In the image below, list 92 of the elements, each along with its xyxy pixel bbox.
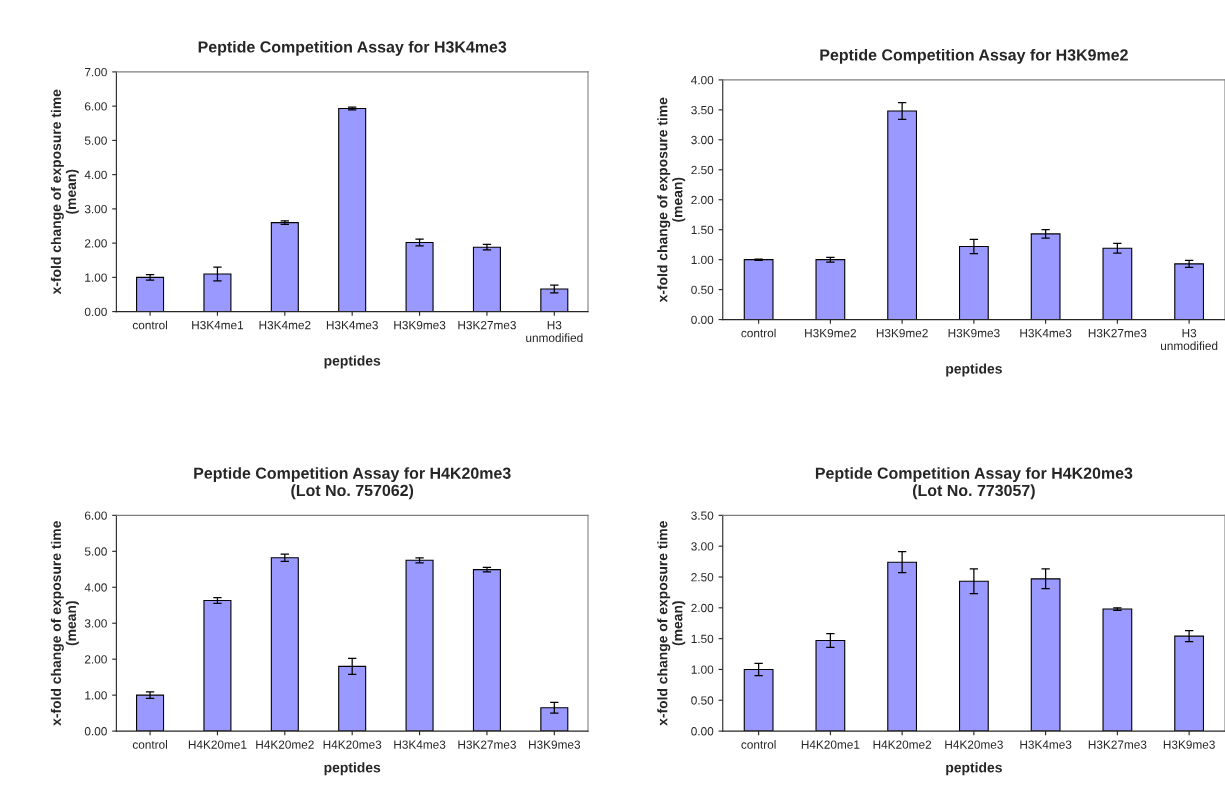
bar (405, 241, 434, 312)
x-tick-label: H4K20me2 (256, 740, 314, 749)
y-tick-label: 1.50 (691, 634, 714, 644)
y-tick-label: 2.50 (691, 573, 714, 582)
y-tick-label: 7.00 (84, 67, 107, 77)
bar (338, 107, 367, 312)
y-tick-label: 0.00 (691, 727, 714, 736)
x-tick-label: control (741, 740, 776, 749)
bar (1102, 247, 1133, 320)
x-tick-label: H4K20me2 (873, 740, 932, 749)
y-tick-label: 3.50 (691, 511, 714, 520)
y-tick-label: 2.00 (691, 603, 714, 613)
x-axis-title: peptides (946, 363, 1002, 377)
bar (540, 288, 569, 312)
bar (815, 259, 846, 320)
y-tick-label: 4.00 (84, 583, 107, 592)
x-tick-label: H3K27me3 (1088, 328, 1147, 338)
y-tick-label: 6.00 (84, 511, 107, 520)
y-tick-label: 1.00 (85, 273, 107, 282)
bar (1174, 635, 1205, 732)
y-tick-label: 5.00 (84, 547, 107, 556)
bar (136, 694, 165, 732)
y-tick-label: 1.00 (691, 665, 714, 674)
y-tick-label: 3.00 (691, 135, 714, 145)
y-axis-title: x-fold change of exposure time (mean) (50, 89, 79, 295)
y-tick-label: 1.00 (85, 691, 107, 700)
x-tick-label: control (741, 328, 776, 338)
bar (270, 222, 299, 312)
y-tick-label: 4.00 (691, 75, 714, 85)
bar (743, 259, 774, 320)
x-tick-label: H3K27me3 (458, 740, 516, 749)
x-axis-title: peptides (324, 355, 381, 369)
x-axis-title: peptides (324, 762, 381, 776)
x-tick-label: H3K9me2 (805, 328, 857, 338)
chart-title: Peptide Competition Assay for H4K20me3 (Lot No. 773057) (815, 467, 1133, 500)
chart-title: Peptide Competition Assay for H3K9me2 (820, 48, 1128, 64)
y-tick-label: 1.50 (691, 225, 714, 235)
x-tick-label: H3K9me3 (529, 740, 581, 749)
y-tick-label: 4.00 (84, 170, 107, 180)
x-tick-label: control (132, 320, 167, 330)
x-tick-label: control (132, 740, 167, 749)
y-tick-label: 0.50 (691, 285, 714, 295)
bar (136, 276, 165, 312)
bar (472, 246, 501, 312)
x-tick-label: H3K4me3 (394, 740, 446, 749)
bar (540, 707, 569, 732)
x-tick-label: H4K20me3 (945, 740, 1003, 749)
x-tick-label: H3K4me1 (192, 320, 244, 330)
y-axis-title: x-fold change of exposure time (mean) (657, 521, 686, 726)
x-tick-label: H4K20me3 (323, 740, 382, 749)
y-tick-label: 0.00 (84, 727, 107, 736)
y-tick-label: 3.00 (691, 542, 714, 551)
x-tick-label: H3 unmodified (1161, 328, 1218, 351)
x-tick-label: H3K27me3 (1088, 740, 1147, 749)
x-tick-label: H3K9me2 (876, 328, 928, 338)
y-tick-label: 0.50 (691, 696, 714, 705)
bar (1030, 233, 1061, 320)
x-axis-title: peptides (946, 762, 1002, 776)
y-axis-title: x-fold change of exposure time (mean) (50, 521, 79, 726)
x-tick-label: H3K4me3 (1020, 740, 1072, 749)
bar (743, 668, 774, 732)
chart-title: Peptide Competition Assay for H4K20me3 (Lot No. 757062) (194, 467, 511, 500)
bar (405, 559, 434, 732)
bar (270, 557, 299, 732)
y-tick-label: 2.50 (691, 165, 714, 175)
x-tick-label: H3K4me2 (259, 320, 311, 330)
y-tick-label: 2.00 (84, 239, 107, 248)
y-tick-label: 1.00 (691, 255, 714, 265)
x-tick-label: H4K20me1 (801, 740, 860, 749)
x-tick-label: H4K20me1 (188, 740, 247, 749)
x-tick-label: H3K4me3 (326, 320, 378, 330)
y-tick-label: 3.00 (84, 619, 107, 628)
y-tick-label: 2.00 (84, 655, 107, 664)
y-tick-label: 0.00 (84, 307, 107, 316)
x-tick-label: H3 unmodified (526, 320, 583, 343)
bar (203, 600, 232, 732)
chart-title: Peptide Competition Assay for H3K4me3 (198, 40, 507, 56)
y-tick-label: 2.00 (691, 195, 714, 205)
y-tick-label: 3.50 (691, 105, 714, 115)
y-tick-label: 3.00 (84, 204, 107, 214)
x-tick-label: H3K27me3 (458, 320, 516, 330)
bar (1102, 608, 1133, 732)
bar (1174, 263, 1205, 320)
y-tick-label: 5.00 (84, 136, 107, 145)
x-tick-label: H3K9me3 (1163, 740, 1215, 749)
y-tick-label: 6.00 (84, 102, 107, 111)
x-tick-label: H3K9me3 (948, 328, 1000, 338)
y-axis-title: x-fold change of exposure time (mean) (657, 97, 686, 303)
y-tick-label: 0.00 (691, 315, 714, 324)
bar (472, 569, 501, 732)
x-tick-label: H3K4me3 (1020, 328, 1072, 338)
x-tick-label: H3K9me3 (394, 320, 446, 330)
